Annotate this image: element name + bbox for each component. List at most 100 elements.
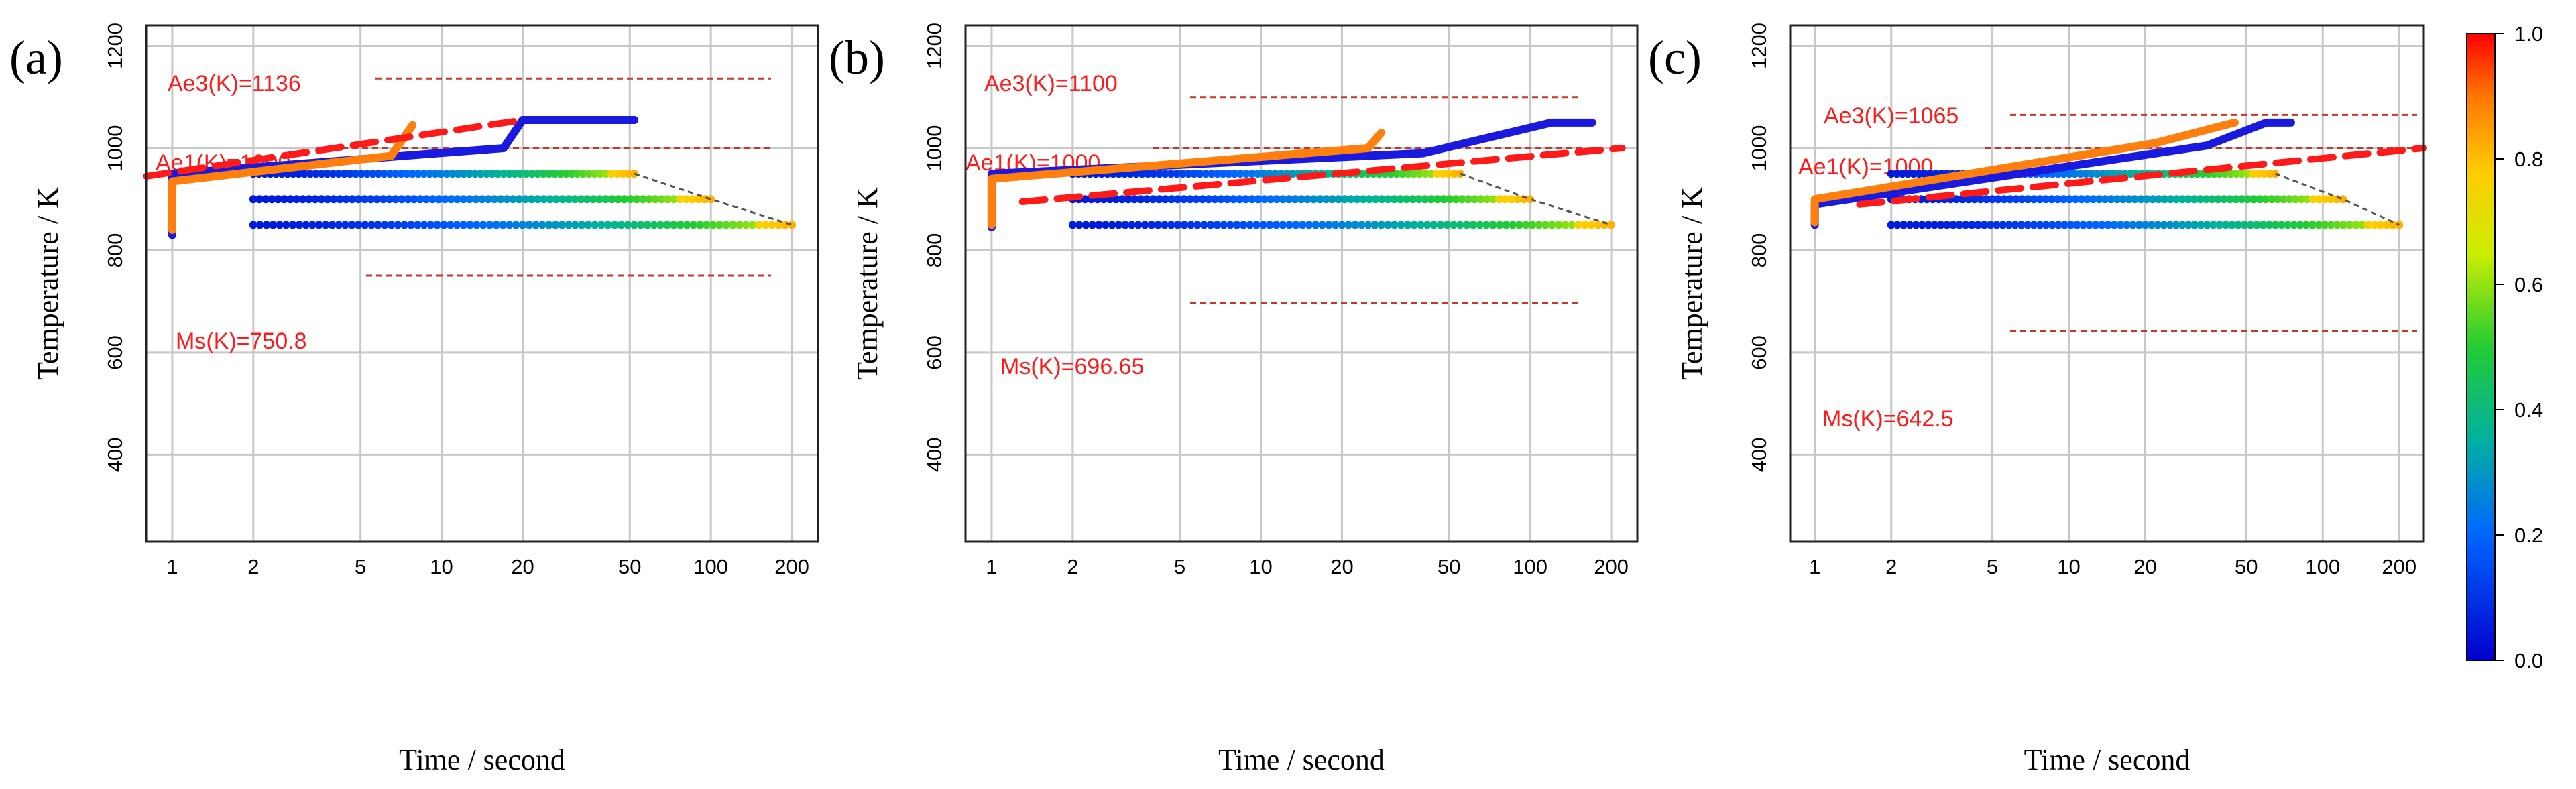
scatter-point (484, 195, 493, 204)
scatter-point (2172, 195, 2181, 204)
scatter-point (479, 221, 487, 229)
scatter-point (1488, 195, 1497, 204)
scatter-point (2215, 221, 2224, 229)
scatter-point (2315, 195, 2323, 204)
scatter-point (533, 195, 542, 204)
scatter-point (300, 170, 309, 178)
scatter-point (573, 170, 582, 178)
scatter-point (500, 170, 508, 178)
scatter-point (630, 221, 638, 229)
scatter-point (689, 221, 698, 229)
scatter-point (1521, 221, 1530, 229)
scatter-point (2030, 195, 2038, 204)
scatter-point (425, 170, 434, 178)
series-orange (987, 129, 1386, 229)
scatter-point (2249, 195, 2258, 204)
colorbar-tick-label: 0.8 (2514, 147, 2543, 171)
scatter-point (1893, 170, 1901, 178)
scatter-point (1893, 221, 1901, 229)
scatter-point (2119, 195, 2127, 204)
scatter-point (1173, 195, 1182, 204)
scatter-point (1167, 170, 1175, 178)
scatter-point (579, 170, 587, 178)
scatter-point (610, 221, 619, 229)
scatter-point (1427, 195, 1436, 204)
scatter-point (2048, 195, 2056, 204)
scatter-point (304, 195, 313, 204)
scatter-point (323, 195, 332, 204)
y-axis-title: Temperature / K (1676, 187, 1708, 380)
y-axis-title: Temperature / K (32, 187, 64, 380)
scatter-point (2308, 195, 2317, 204)
scatter-point (1404, 170, 1413, 178)
scatter-point (2291, 195, 2300, 204)
scatter-point (2110, 221, 2119, 229)
scatter-point (1206, 221, 1215, 229)
scatter-point (496, 195, 505, 204)
scatter-point (682, 195, 691, 204)
scatter-point (1515, 221, 1523, 229)
colorbar-tick-label: 0.2 (2514, 524, 2543, 547)
scatter-point (2243, 195, 2252, 204)
annotation-label: Ms(K)=642.5 (1822, 406, 1954, 432)
scatter-point (448, 170, 457, 178)
scatter-point (505, 221, 514, 229)
scatter-point (2357, 221, 2366, 229)
scatter-point (1980, 221, 1989, 229)
scatter-point (663, 195, 672, 204)
scatter-point (624, 170, 633, 178)
scatter-point (1377, 221, 1386, 229)
scatter-point (1370, 221, 1379, 229)
x-tick-label: 1 (166, 555, 178, 579)
scatter-point (2308, 221, 2317, 229)
scatter-point (1482, 195, 1491, 204)
scatter-point (533, 170, 542, 178)
scatter-point (662, 221, 671, 229)
scatter-point (1202, 170, 1210, 178)
scatter-point (2141, 221, 2150, 229)
scatter-point (1328, 195, 1337, 204)
scatter-point (577, 195, 585, 204)
scatter-point (428, 195, 437, 204)
scatter-point (2005, 221, 2013, 229)
scatter-point (2249, 170, 2258, 178)
scatter-point (2237, 195, 2246, 204)
scatter-point (2220, 195, 2229, 204)
scatter-point (1594, 221, 1602, 229)
scatter-point (1340, 195, 1349, 204)
colorbar: 1.0 0.8 0.6 0.4 0.2 0.0 (2466, 22, 2543, 672)
x-tick-label: 1 (1809, 555, 1820, 579)
scatter-point (1254, 195, 1263, 204)
scatter-point (2116, 221, 2125, 229)
scatter-point (1464, 195, 1472, 204)
scatter-point (1495, 221, 1504, 229)
scatter-point (1986, 221, 1995, 229)
scatter-point (380, 221, 389, 229)
scatter-point (1236, 170, 1245, 178)
scatter-point (1561, 221, 1570, 229)
scatter-point (1392, 170, 1401, 178)
scatter-point (1482, 221, 1490, 229)
scatter-point (2107, 195, 2115, 204)
scatter-point (2011, 221, 2019, 229)
scatter-point (2017, 221, 2026, 229)
scatter-point (1305, 221, 1313, 229)
scatter-point (2231, 195, 2240, 204)
scatter-point (774, 221, 783, 229)
scatter-point (2166, 195, 2175, 204)
scatter-point (341, 221, 349, 229)
scatter-point (1887, 221, 1895, 229)
scatter-point (323, 170, 332, 178)
scatter-point (317, 170, 326, 178)
scatter-point (2148, 195, 2157, 204)
scatter-point (2178, 221, 2186, 229)
scatter-point (2339, 221, 2348, 229)
scatter-point (295, 221, 304, 229)
annotation-label: Ms(K)=750.8 (176, 328, 307, 354)
scatter-point (439, 221, 448, 229)
scatter-point (1272, 221, 1281, 229)
scatter-point (1970, 195, 1979, 204)
scatter-point (1526, 195, 1535, 204)
scatter-point (1384, 195, 1393, 204)
